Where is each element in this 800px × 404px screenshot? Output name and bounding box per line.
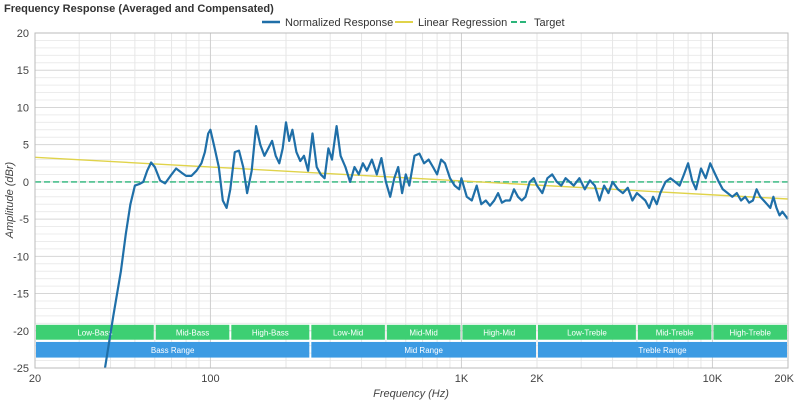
band-bass-range bbox=[36, 341, 310, 358]
band-label-mid-treble: Mid-Treble bbox=[656, 328, 694, 337]
y-tick-label: 10 bbox=[17, 102, 29, 114]
series-lines bbox=[34, 121, 789, 369]
y-tick-label: -5 bbox=[19, 214, 29, 226]
y-tick-label: -20 bbox=[13, 326, 29, 338]
band-mid-treble bbox=[637, 324, 712, 340]
band-label-mid-bass: Mid-Bass bbox=[176, 328, 209, 337]
band-high-treble bbox=[713, 324, 787, 340]
band-label-high-bass: High-Bass bbox=[252, 328, 289, 337]
y-tick-label: -25 bbox=[13, 363, 29, 375]
y-axis-label: Amplitude (dBr) bbox=[4, 161, 16, 239]
band-label-low-treble: Low-Treble bbox=[567, 328, 607, 337]
band-high-bass bbox=[231, 324, 310, 340]
y-tick-label: -15 bbox=[13, 289, 29, 301]
band-label-high-mid: High-Mid bbox=[483, 328, 515, 337]
legend-label-linear-regression: Linear Regression bbox=[418, 17, 507, 29]
band-low-bass bbox=[36, 324, 154, 340]
x-tick-label: 100 bbox=[201, 373, 219, 385]
y-tick-label: 5 bbox=[23, 140, 29, 152]
chart-title: Frequency Response (Averaged and Compens… bbox=[4, 3, 274, 15]
band-low-mid bbox=[311, 324, 385, 340]
band-mid-bass bbox=[155, 324, 230, 340]
series-line-normalized-response bbox=[103, 121, 789, 369]
x-tick-label: 20 bbox=[29, 373, 41, 385]
band-label-high-treble: High-Treble bbox=[729, 328, 771, 337]
x-axis-label: Frequency (Hz) bbox=[373, 388, 449, 400]
x-tick-label: 1K bbox=[455, 373, 469, 385]
y-tick-label: 15 bbox=[17, 65, 29, 77]
band-mid-mid bbox=[386, 324, 461, 340]
band-label-mid-mid: Mid-Mid bbox=[409, 328, 437, 337]
band-label-bass-range: Bass Range bbox=[151, 346, 195, 355]
x-tick-label: 10K bbox=[703, 373, 723, 385]
legend: Normalized Response Linear Regression Ta… bbox=[262, 17, 565, 29]
y-tick-label: 20 bbox=[17, 28, 29, 40]
y-tick-label: 0 bbox=[23, 177, 29, 189]
band-label-mid-range: Mid Range bbox=[404, 346, 443, 355]
grid bbox=[34, 32, 789, 369]
legend-label-target: Target bbox=[534, 17, 565, 29]
frequency-bands: Low-Bass Mid-Bass High-Bass Low-Mid Mid-Mid H… bbox=[36, 324, 787, 358]
x-tick-label: 20K bbox=[774, 373, 794, 385]
plot-border bbox=[34, 32, 789, 369]
x-tick-label: 2K bbox=[530, 373, 544, 385]
band-label-low-mid: Low-Mid bbox=[333, 328, 363, 337]
x-tick-labels: 20 100 1K 2K 10K 20K bbox=[29, 373, 795, 385]
band-label-low-bass: Low-Bass bbox=[77, 328, 112, 337]
band-low-treble bbox=[538, 324, 636, 340]
y-tick-label: -10 bbox=[13, 251, 29, 263]
band-high-mid bbox=[462, 324, 536, 340]
band-label-treble-range: Treble Range bbox=[638, 346, 687, 355]
band-treble-range bbox=[538, 341, 787, 358]
band-mid-range bbox=[311, 341, 536, 358]
y-tick-labels: 20 15 10 5 0 -5 -10 -15 -20 -25 bbox=[13, 28, 29, 375]
legend-label-normalized-response: Normalized Response bbox=[285, 17, 393, 29]
